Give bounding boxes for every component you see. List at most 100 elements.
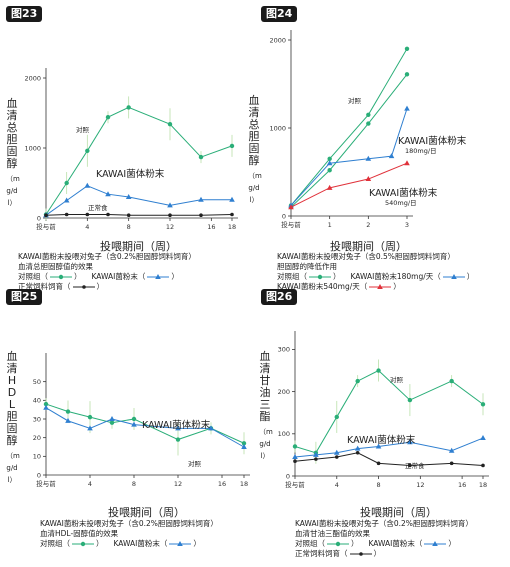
data-point bbox=[199, 213, 203, 217]
data-point bbox=[355, 378, 360, 384]
series-line bbox=[294, 369, 484, 454]
y-axis-title: 血清甘油三酯 bbox=[259, 350, 271, 423]
data-point bbox=[313, 451, 319, 457]
data-point bbox=[85, 212, 90, 217]
legend-marker bbox=[335, 541, 341, 547]
figure-badge: 图26 bbox=[261, 289, 298, 305]
legend-label: KAWAI菌粉末（ bbox=[91, 272, 146, 281]
data-point bbox=[64, 180, 69, 186]
caption-line-1: KAWAI菌粉末投喂对兔子（含0.2%胆固醇饲料饲育） bbox=[295, 519, 473, 528]
data-point bbox=[229, 143, 235, 149]
data-point bbox=[388, 153, 395, 159]
data-point bbox=[85, 148, 90, 153]
data-point bbox=[365, 176, 372, 182]
chart-panel-25: 图25 血清HDL胆固醇 （mg/dl） 50 40 30 20 10 0 投与前 4 8 12 1… bbox=[0, 283, 255, 566]
y-tick-label: 0 bbox=[286, 472, 290, 480]
legend-label: KAWAI菌粉末（ bbox=[368, 539, 423, 548]
y-tick-label: 30 bbox=[33, 415, 41, 423]
data-point bbox=[43, 404, 49, 410]
series-control bbox=[43, 401, 247, 446]
figure-caption: KAWAI菌粉末投喂对兔子（含0.2%胆固醇饲料饲育） 血清总胆固醇值的效果 对… bbox=[18, 252, 196, 292]
x-tick-label: 12 bbox=[174, 480, 182, 488]
data-point bbox=[65, 417, 71, 423]
data-point bbox=[407, 439, 413, 445]
annotation-kawai540: KAWAI菌体粉末 bbox=[369, 187, 438, 199]
data-point bbox=[198, 196, 204, 202]
y-axis-label: 血清甘油三酯 （mg/dl） bbox=[259, 350, 273, 462]
data-point bbox=[365, 155, 372, 161]
data-point bbox=[131, 416, 137, 422]
x-axis-label: 投喂期间（周） bbox=[330, 240, 407, 253]
y-tick-label: 2000 bbox=[269, 36, 286, 44]
legend-item: 对照组（ ） bbox=[277, 272, 341, 281]
series-kawai bbox=[43, 404, 247, 449]
series-line bbox=[290, 48, 408, 206]
data-point bbox=[448, 447, 455, 453]
data-point bbox=[449, 461, 454, 466]
x-tick-label: 4 bbox=[88, 480, 92, 488]
x-tick-label: 4 bbox=[335, 481, 339, 489]
y-tick-label: 50 bbox=[33, 378, 41, 386]
figure-caption: KAWAI菌粉末投喂对兔子（含0.2%胆固醇饲料饲育） 血清甘油三酯值的效果 对… bbox=[295, 519, 473, 559]
data-point bbox=[167, 202, 173, 208]
chart-panel-26: 图26 血清甘油三酯 （mg/dl） 300 200 100 0 投与前 4 8 12 16 18… bbox=[255, 283, 510, 566]
caption-line-1: KAWAI菌粉末投喂对兔子（含0.5%胆固醇饲料饲育） bbox=[277, 252, 455, 261]
legend-close: ） bbox=[171, 272, 179, 281]
legend-swatch bbox=[72, 285, 95, 289]
y-tick-label: 0 bbox=[37, 214, 41, 222]
legend-close: ） bbox=[351, 539, 359, 548]
legend-swatch bbox=[169, 541, 192, 546]
legend-marker bbox=[358, 552, 363, 556]
series-line bbox=[290, 74, 408, 208]
y-axis-title: 血清HDL胆固醇 bbox=[6, 350, 18, 447]
legend-item: 对照组（ ） bbox=[40, 539, 104, 548]
data-point bbox=[109, 416, 115, 421]
y-tick-label: 2000 bbox=[24, 74, 41, 82]
x-tick-label: 8 bbox=[376, 481, 380, 489]
data-point bbox=[241, 441, 247, 446]
data-point bbox=[87, 425, 93, 431]
data-point bbox=[125, 194, 132, 199]
legend-row: 对照组（ ） KAWAI菌粉末（ ） bbox=[18, 272, 196, 282]
chart-panel-24: 图24 血清总胆固醇 （mg/dl） 2000 1000 0 投与前 1 2 3 对照 KAWA… bbox=[248, 0, 510, 291]
legend-label: 对照组（ bbox=[277, 272, 307, 281]
x-axis-label: 投喂期间（周） bbox=[360, 506, 437, 519]
annotation-kawai_dose: 180mg/日 bbox=[405, 147, 437, 155]
legend-item: 正常饲料饲育（ ） bbox=[295, 549, 381, 558]
y-axis-unit: （mg/dl） bbox=[259, 428, 273, 460]
data-point bbox=[376, 368, 381, 373]
annotation-control: 对照 bbox=[390, 375, 404, 384]
legend-label: 正常饲料饲育（ bbox=[18, 282, 71, 291]
legend-row: KAWAI菌粉末540mg/天（ ） bbox=[277, 282, 484, 292]
x-tick-label: 16 bbox=[207, 223, 215, 231]
figure-badge: 图25 bbox=[6, 289, 43, 305]
caption-line-2: 血清总胆固醇值的效果 bbox=[18, 262, 93, 271]
y-tick-label: 0 bbox=[282, 212, 286, 220]
annotation-normal: 正常食 bbox=[88, 203, 108, 212]
legend-row: 对照组（ ） KAWAI菌粉末（ ） bbox=[295, 539, 473, 549]
series-kawai540 bbox=[288, 160, 410, 210]
data-point bbox=[43, 401, 49, 407]
data-point bbox=[126, 105, 131, 110]
figure-badge: 图23 bbox=[6, 6, 43, 22]
y-tick-label: 20 bbox=[33, 434, 41, 442]
annotation-control: 对照 bbox=[188, 459, 202, 468]
x-tick-label: 1 bbox=[328, 221, 332, 229]
legend-marker bbox=[80, 541, 86, 547]
y-tick-label: 40 bbox=[33, 397, 41, 405]
legend-item: 对照组（ ） bbox=[18, 272, 82, 281]
annotation-kawai: KAWAI菌体粉末 bbox=[96, 168, 165, 180]
x-tick-label: 2 bbox=[366, 221, 370, 229]
legend-swatch bbox=[442, 274, 465, 279]
data-point bbox=[105, 115, 111, 120]
data-point bbox=[64, 212, 69, 217]
x-tick-label: 16 bbox=[218, 480, 226, 488]
legend-marker bbox=[317, 274, 323, 280]
figure-caption: KAWAI菌粉末投喂对兔子（含0.5%胆固醇饲料饲育） 胆固醇的降低作用 对照组… bbox=[277, 252, 484, 292]
